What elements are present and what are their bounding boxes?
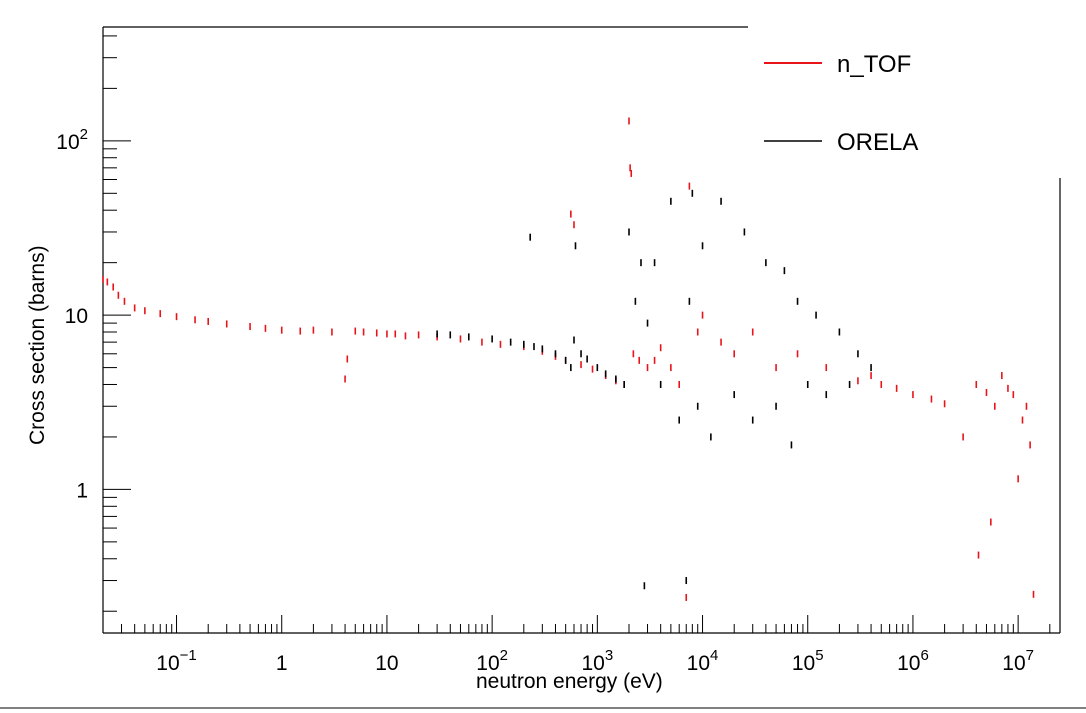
legend: n_TOF ORELA xyxy=(764,51,918,156)
x-axis-title: neutron energy (eV) xyxy=(476,670,663,693)
legend-label-ntof: n_TOF xyxy=(837,51,911,78)
x-tick-label: 10 xyxy=(375,652,398,675)
x-tick-label: 10−1 xyxy=(156,647,196,675)
x-tick-label: 1 xyxy=(276,652,288,675)
y-tick-label: 1 xyxy=(76,479,88,502)
axis-ticks xyxy=(102,35,1051,633)
x-tick-label: 107 xyxy=(1002,647,1034,675)
legend-label-orela: ORELA xyxy=(837,129,918,156)
y-axis-title: Cross section (barns) xyxy=(26,245,49,445)
x-tick-label: 104 xyxy=(687,647,719,675)
x-tick-label: 105 xyxy=(792,647,824,675)
tick-labels: 10−1 1 10 102 103 104 105 106 107 1 10 102 xyxy=(56,126,1034,675)
data-marks xyxy=(102,117,1035,601)
x-tick-label: 102 xyxy=(476,647,508,675)
plot-frame xyxy=(0,26,1086,709)
x-tick-label: 106 xyxy=(897,647,929,675)
y-tick-label: 102 xyxy=(56,126,88,154)
x-tick-label: 103 xyxy=(581,647,613,675)
y-tick-label: 10 xyxy=(65,305,88,328)
